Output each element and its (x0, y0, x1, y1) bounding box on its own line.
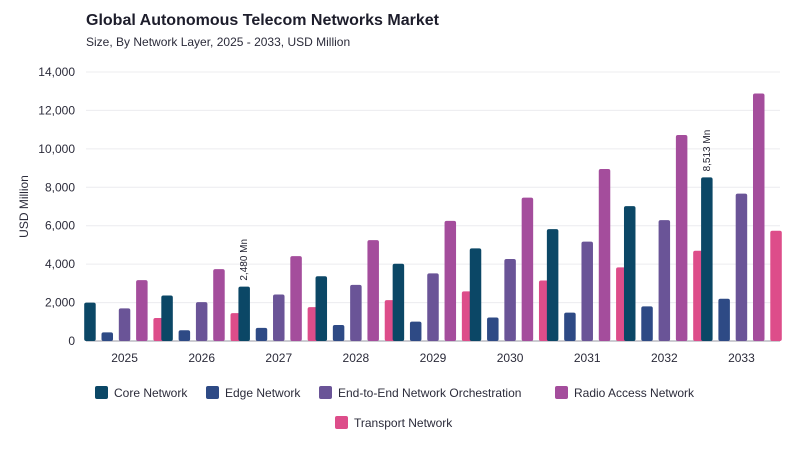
bar (487, 317, 499, 341)
bar (623, 206, 636, 341)
y-tick-label: 10,000 (38, 142, 75, 156)
bar (718, 298, 730, 341)
x-tick-label: 2030 (497, 351, 524, 365)
x-tick-label: 2027 (265, 351, 292, 365)
legend-swatch (319, 386, 332, 399)
bar (255, 327, 268, 341)
bar (315, 276, 328, 341)
legend-label: Core Network (114, 386, 188, 400)
bar (521, 197, 534, 341)
legend-label: Edge Network (225, 386, 301, 400)
legend-swatch (95, 386, 108, 399)
x-tick-label: 2033 (728, 351, 755, 365)
bar (84, 302, 96, 341)
chart-subtitle: Size, By Network Layer, 2025 - 2033, USD… (86, 35, 351, 49)
y-tick-label: 6,000 (45, 219, 75, 233)
legend-label: Transport Network (354, 416, 453, 430)
bar (118, 308, 131, 341)
bar (409, 321, 422, 341)
x-tick-label: 2031 (574, 351, 601, 365)
bar (701, 177, 713, 341)
y-tick-label: 8,000 (45, 180, 75, 194)
bar (392, 263, 405, 341)
y-tick-label: 2,000 (45, 296, 75, 310)
bar (564, 312, 576, 341)
data-label: 8,513 Mn (702, 130, 713, 172)
y-tick-label: 4,000 (45, 257, 75, 271)
bar (770, 230, 782, 341)
y-axis-label: USD Million (17, 175, 31, 238)
bar (195, 302, 208, 341)
y-tick-label: 12,000 (38, 103, 75, 117)
x-tick-label: 2029 (420, 351, 447, 365)
legend-label: End-to-End Network Orchestration (338, 386, 521, 400)
bar (675, 135, 688, 341)
chart-title: Global Autonomous Telecom Networks Marke… (86, 12, 439, 29)
bar (367, 240, 379, 341)
bar (546, 229, 559, 341)
x-tick-label: 2026 (188, 351, 215, 365)
x-tick-label: 2032 (651, 351, 678, 365)
bar (136, 280, 148, 341)
legend-swatch (555, 386, 568, 399)
bar (735, 193, 748, 341)
data-label: 2,480 Mn (239, 239, 250, 281)
bar (598, 169, 611, 341)
bar (332, 325, 345, 341)
bar (350, 284, 362, 341)
bar (444, 220, 457, 341)
legend-swatch (206, 386, 219, 399)
bar (178, 330, 191, 341)
x-tick-label: 2028 (343, 351, 370, 365)
bar (161, 295, 173, 341)
bar (641, 306, 653, 341)
y-tick-label: 14,000 (38, 65, 75, 79)
bar (101, 332, 114, 341)
legend-swatch (335, 416, 348, 429)
bar (238, 286, 250, 341)
bar (290, 256, 302, 341)
bar (581, 241, 593, 341)
x-tick-label: 2025 (111, 351, 138, 365)
bar (427, 273, 439, 341)
y-tick-label: 0 (68, 334, 75, 348)
bar (658, 220, 671, 341)
legend-label: Radio Access Network (574, 386, 695, 400)
bar (469, 248, 482, 341)
bar (273, 294, 285, 341)
bar (504, 258, 516, 341)
bar (752, 93, 765, 342)
bar (213, 269, 225, 341)
